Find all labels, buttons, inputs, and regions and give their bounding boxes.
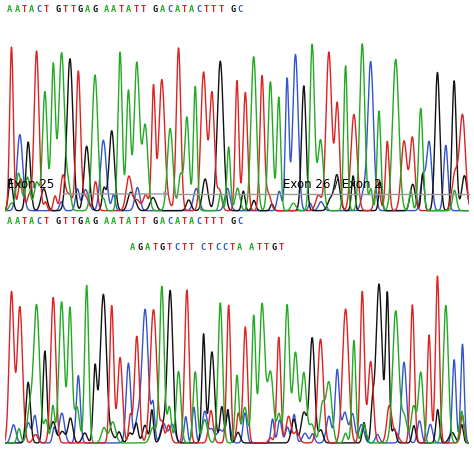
Text: T: T: [44, 5, 49, 14]
Text: A: A: [189, 218, 194, 227]
Text: G: G: [230, 5, 236, 14]
Text: G: G: [160, 243, 165, 252]
Text: A: A: [237, 243, 243, 252]
Text: T: T: [22, 5, 27, 14]
Text: G: G: [137, 243, 143, 252]
Text: C: C: [36, 5, 42, 14]
Text: T: T: [141, 218, 146, 227]
Text: G: G: [230, 218, 236, 227]
Text: A: A: [126, 218, 131, 227]
Text: T: T: [230, 243, 235, 252]
Text: T: T: [167, 243, 172, 252]
Text: A: A: [130, 243, 136, 252]
Text: T: T: [152, 243, 157, 252]
Text: T: T: [118, 218, 124, 227]
Text: A: A: [126, 5, 131, 14]
Text: Exon 25: Exon 25: [7, 178, 55, 191]
Text: T: T: [208, 243, 213, 252]
Text: C: C: [237, 218, 243, 227]
Text: A: A: [174, 218, 180, 227]
Text: C: C: [196, 5, 201, 14]
Text: T: T: [204, 218, 209, 227]
Text: C: C: [174, 243, 180, 252]
Text: A: A: [111, 5, 117, 14]
Text: T: T: [189, 243, 194, 252]
Text: A: A: [14, 218, 19, 227]
Text: A: A: [189, 5, 194, 14]
Text: A: A: [85, 218, 90, 227]
Text: G: G: [78, 5, 83, 14]
Text: C: C: [215, 243, 220, 252]
Text: T: T: [63, 218, 68, 227]
Text: A: A: [160, 5, 165, 14]
Text: A: A: [249, 243, 255, 252]
Text: T: T: [278, 243, 283, 252]
Text: G: G: [55, 218, 61, 227]
Text: T: T: [256, 243, 262, 252]
Text: G: G: [92, 5, 98, 14]
Text: T: T: [22, 218, 27, 227]
Text: C: C: [36, 218, 42, 227]
Text: A: A: [145, 243, 150, 252]
Text: G: G: [152, 5, 158, 14]
Text: C: C: [237, 5, 243, 14]
Text: T: T: [204, 5, 209, 14]
Text: G: G: [55, 5, 61, 14]
Text: T: T: [63, 5, 68, 14]
Text: T: T: [182, 5, 187, 14]
Text: A: A: [7, 5, 12, 14]
Text: A: A: [14, 5, 19, 14]
Text: A: A: [104, 218, 109, 227]
Text: T: T: [133, 5, 138, 14]
Text: T: T: [118, 5, 124, 14]
Text: T: T: [141, 5, 146, 14]
Text: T: T: [182, 218, 187, 227]
Text: T: T: [219, 5, 224, 14]
Text: C: C: [196, 218, 201, 227]
Text: C: C: [223, 243, 228, 252]
Text: G: G: [271, 243, 276, 252]
Text: T: T: [264, 243, 269, 252]
Text: T: T: [44, 218, 49, 227]
Text: G: G: [92, 218, 98, 227]
Text: T: T: [133, 218, 138, 227]
Text: C: C: [167, 218, 173, 227]
Text: T: T: [211, 218, 216, 227]
Text: A: A: [85, 5, 90, 14]
Text: C: C: [201, 243, 206, 252]
Text: G: G: [78, 218, 83, 227]
Text: G: G: [152, 218, 158, 227]
Text: A: A: [174, 5, 180, 14]
Text: C: C: [167, 5, 173, 14]
Text: T: T: [219, 218, 224, 227]
Text: A: A: [29, 5, 34, 14]
Text: A: A: [160, 218, 165, 227]
Text: Exon 26 / Exon 2: Exon 26 / Exon 2: [283, 178, 382, 191]
Text: T: T: [211, 5, 216, 14]
Text: A: A: [104, 5, 109, 14]
Text: T: T: [182, 243, 187, 252]
Text: T: T: [70, 218, 75, 227]
Text: A: A: [29, 218, 34, 227]
Text: A: A: [111, 218, 117, 227]
Text: A: A: [7, 218, 12, 227]
Text: T: T: [70, 5, 75, 14]
